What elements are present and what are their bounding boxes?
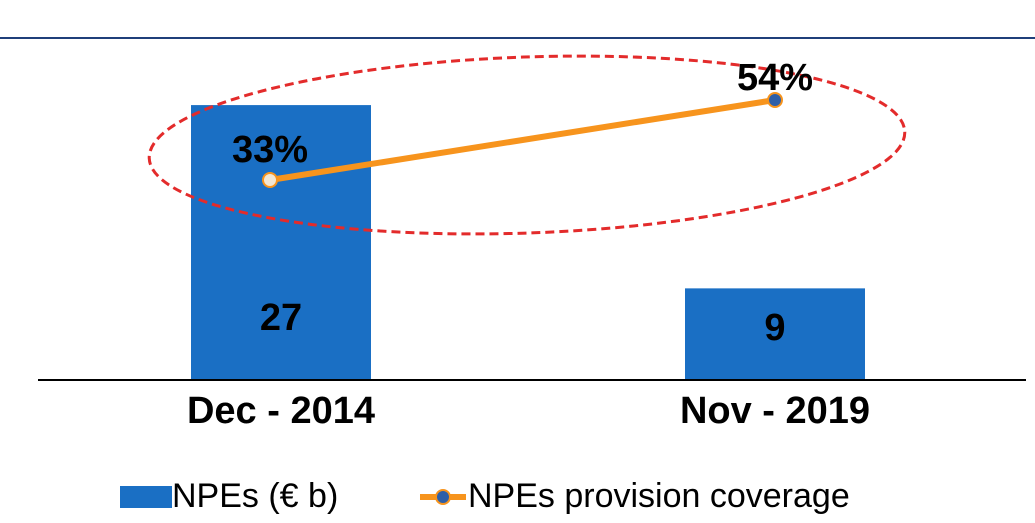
line-marker (767, 92, 783, 108)
x-tick-label: Dec - 2014 (187, 390, 375, 432)
highlight-ellipse (147, 54, 907, 236)
line (269, 97, 776, 183)
bar-value-label: 9 (764, 307, 785, 349)
legend-marker (435, 489, 451, 505)
plot-area (191, 105, 865, 380)
line-value-label: 33% (232, 129, 308, 171)
legend-label: NPEs provision coverage (468, 477, 850, 515)
line-marker (262, 172, 278, 188)
bar (685, 288, 865, 380)
legend-swatch (120, 486, 172, 508)
line-value-label: 54% (737, 57, 813, 99)
x-tick-label: Nov - 2019 (680, 390, 870, 432)
bar-value-label: 27 (260, 297, 302, 339)
bar (191, 105, 371, 380)
legend-label: NPEs (€ b) (172, 477, 338, 515)
